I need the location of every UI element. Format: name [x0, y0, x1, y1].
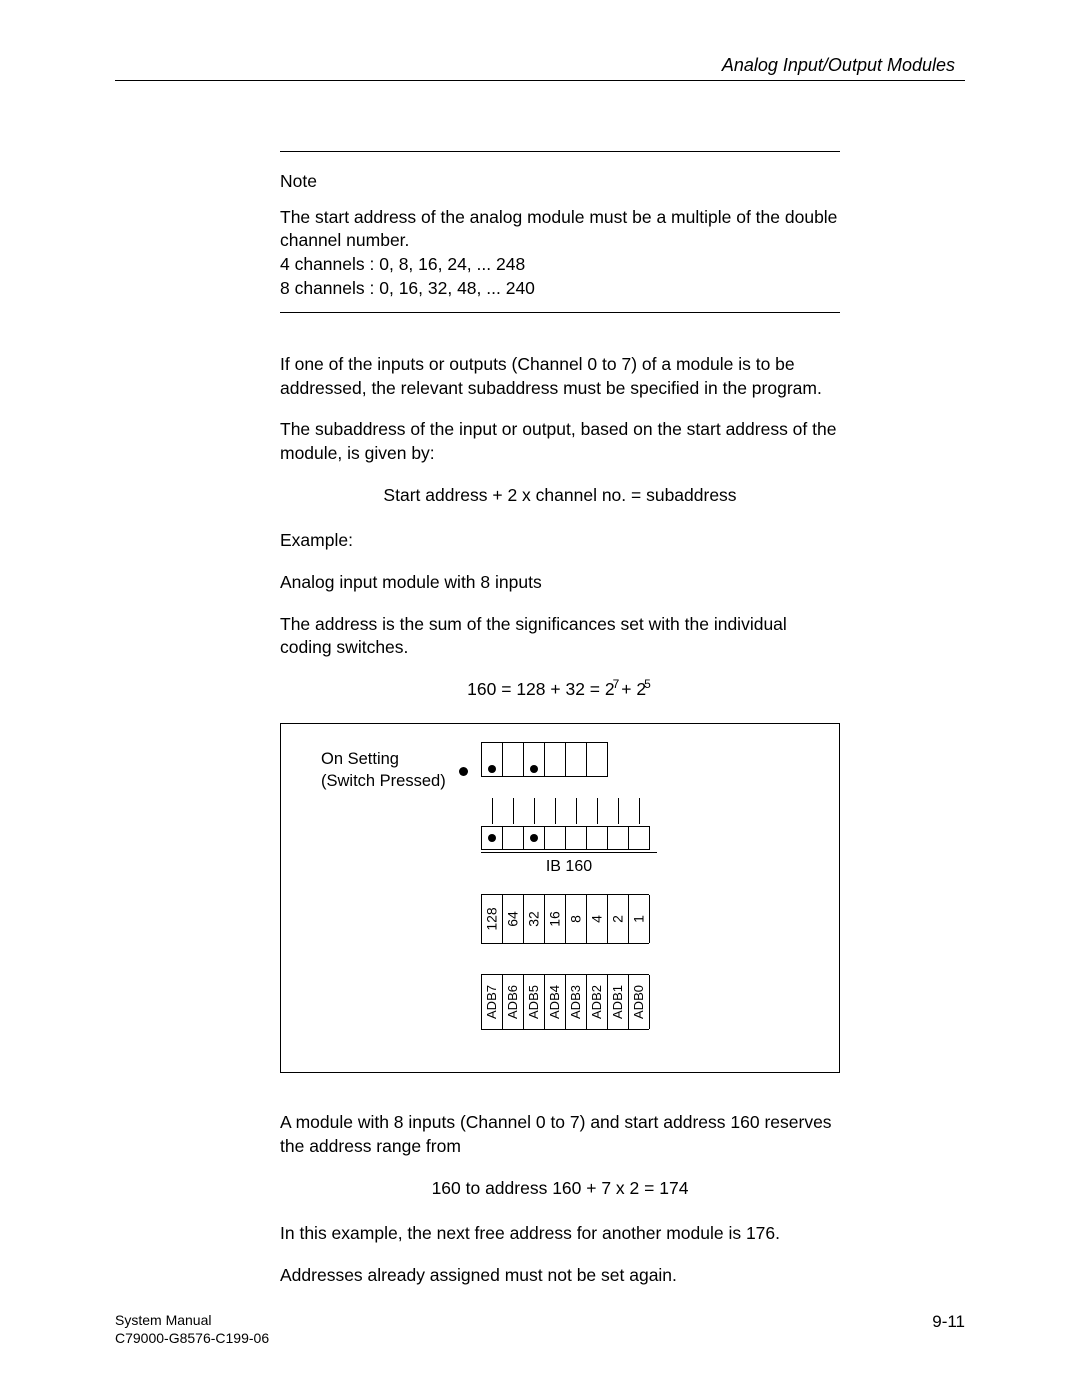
paragraph: The subaddress of the input or output, b…	[280, 418, 840, 465]
coding-switch-diagram: On Setting (Switch Pressed) IB 160 12864…	[280, 723, 840, 1073]
adb-label-cell: ADB5	[523, 975, 545, 1029]
paragraph: Analog input module with 8 inputs	[280, 571, 840, 595]
connector-line	[628, 798, 650, 824]
address-bit-cell	[523, 826, 545, 850]
connector-line	[586, 798, 608, 824]
connector-lines	[481, 798, 649, 824]
value-text: 1	[630, 915, 649, 923]
dip-switch	[586, 742, 608, 777]
header-rule	[115, 80, 965, 81]
connector-line	[481, 798, 503, 824]
significance-values-row: 1286432168421	[481, 894, 649, 944]
footer-page-number: 9-11	[932, 1312, 965, 1332]
dip-switch-row-top	[481, 742, 607, 777]
dot-icon	[459, 767, 468, 776]
content-area: Note The start address of the analog mod…	[280, 151, 840, 1288]
paragraph: If one of the inputs or outputs (Channel…	[280, 353, 840, 400]
significance-value: 8	[565, 895, 587, 943]
address-bit-cell	[544, 826, 566, 850]
adb-label-cell: ADB2	[586, 975, 608, 1029]
value-text: 4	[588, 915, 607, 923]
page-header-title: Analog Input/Output Modules	[115, 55, 965, 76]
adb-label: ADB4	[546, 985, 564, 1019]
dip-switch	[481, 742, 503, 777]
dip-switch	[544, 742, 566, 777]
address-bit-cell	[502, 826, 524, 850]
page-footer: System Manual C79000-G8576-C199-06 9-11	[115, 1312, 965, 1347]
adb-label-cell: ADB0	[628, 975, 650, 1029]
dot-icon	[488, 834, 496, 842]
value-text: 32	[525, 912, 544, 928]
connector-line	[607, 798, 629, 824]
superscript: 7	[613, 677, 620, 691]
value-text: 16	[546, 912, 565, 928]
footer-doc-number: C79000-G8576-C199-06	[115, 1330, 269, 1348]
formula-sum: 160 = 128 + 32 = 27+ 25	[280, 678, 840, 702]
address-bit-cell	[607, 826, 629, 850]
address-bit-cell	[628, 826, 650, 850]
significance-value: 32	[523, 895, 545, 943]
paragraph: The address is the sum of the significan…	[280, 613, 840, 660]
paragraph: In this example, the next free address f…	[280, 1222, 840, 1246]
dip-dot-icon	[488, 765, 496, 773]
adb-label: ADB3	[567, 985, 585, 1019]
dot-icon	[530, 834, 538, 842]
formula-subaddress: Start address + 2 x channel no. = subadd…	[280, 484, 840, 508]
adb-label-cell: ADB3	[565, 975, 587, 1029]
adb-label-cell: ADB4	[544, 975, 566, 1029]
dip-switch-row-bottom	[481, 826, 649, 850]
paragraph: Addresses already assigned must not be s…	[280, 1264, 840, 1288]
adb-labels-row: ADB7ADB6ADB5ADB4ADB3ADB2ADB1ADB0	[481, 974, 649, 1030]
significance-value: 16	[544, 895, 566, 943]
address-bit-cell	[586, 826, 608, 850]
address-bit-cell	[565, 826, 587, 850]
note-line-2: 4 channels : 0, 8, 16, 24, ... 248	[280, 253, 840, 277]
diagram-label-line2: (Switch Pressed)	[321, 771, 446, 792]
diagram-label-line1: On Setting	[321, 749, 446, 770]
connector-line	[523, 798, 545, 824]
dip-switch	[565, 742, 587, 777]
connector-line	[565, 798, 587, 824]
significance-value: 2	[607, 895, 629, 943]
adb-label: ADB7	[483, 985, 501, 1019]
superscript: 5	[644, 677, 651, 691]
adb-label-cell: ADB6	[502, 975, 524, 1029]
significance-value: 1	[628, 895, 650, 943]
dip-switch	[502, 742, 524, 777]
paragraph: A module with 8 inputs (Channel 0 to 7) …	[280, 1111, 840, 1158]
connector-line	[544, 798, 566, 824]
example-label: Example:	[280, 529, 840, 553]
formula-range: 160 to address 160 + 7 x 2 = 174	[280, 1177, 840, 1201]
adb-label-cell: ADB1	[607, 975, 629, 1029]
adb-label: ADB1	[609, 985, 627, 1019]
diagram-label: On Setting (Switch Pressed)	[321, 749, 446, 792]
note-label: Note	[280, 170, 840, 194]
note-line-1: The start address of the analog module m…	[280, 206, 840, 253]
significance-value: 64	[502, 895, 524, 943]
dip-switch	[523, 742, 545, 777]
note-line-3: 8 channels : 0, 16, 32, 48, ... 240	[280, 277, 840, 301]
address-bit-cell	[481, 826, 503, 850]
adb-label: ADB5	[525, 985, 543, 1019]
adb-label: ADB2	[588, 985, 606, 1019]
value-text: 64	[504, 912, 523, 928]
value-text: 2	[609, 915, 628, 923]
adb-label: ADB6	[504, 985, 522, 1019]
dip-dot-icon	[530, 765, 538, 773]
formula-text: + 2	[621, 679, 646, 699]
value-text: 128	[483, 908, 502, 931]
significance-value: 4	[586, 895, 608, 943]
adb-label: ADB0	[630, 985, 648, 1019]
ib-rule	[481, 852, 657, 853]
value-text: 8	[567, 915, 586, 923]
note-box: Note The start address of the analog mod…	[280, 151, 840, 313]
connector-line	[502, 798, 524, 824]
significance-value: 128	[481, 895, 503, 943]
adb-label-cell: ADB7	[481, 975, 503, 1029]
ib-label: IB 160	[481, 856, 657, 878]
formula-text: 160 = 128 + 32 = 2	[467, 679, 614, 699]
footer-manual-title: System Manual	[115, 1312, 269, 1330]
